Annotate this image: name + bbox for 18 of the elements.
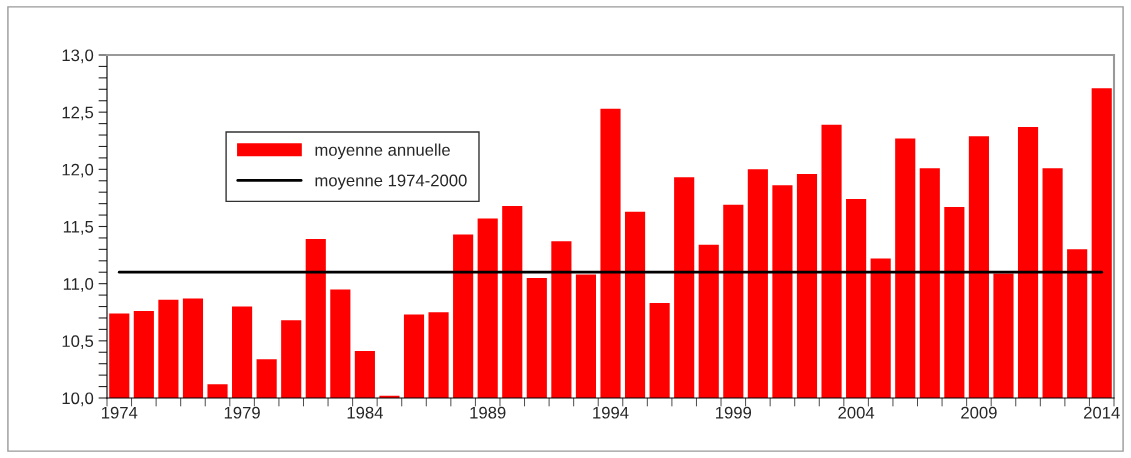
y-tick-label: 13,0 [62,49,94,64]
x-tick-label: 2004 [838,406,875,419]
x-tick-label: 1989 [470,406,506,419]
legend-label: moyenne annuelle [315,143,450,160]
x-tick-label: 1999 [716,406,752,419]
x-tick-label: 1994 [593,406,629,419]
y-tick-label: 12,5 [62,106,94,121]
y-tick-label: 11,0 [63,278,94,292]
x-tick-label: 1974 [102,406,138,419]
x-tick-label: 2009 [961,406,997,419]
x-tick-label: 2014 [1084,406,1120,419]
y-tick-label: 10,5 [62,335,94,350]
x-tick-label: 1984 [347,406,383,419]
y-tick-label: 12,0 [62,163,94,178]
y-tick-label: 10,0 [62,392,94,407]
y-tick-label: 11,5 [63,221,94,235]
x-tick-label: 1979 [224,406,260,419]
legend-label: moyenne 1974-2000 [315,174,467,190]
